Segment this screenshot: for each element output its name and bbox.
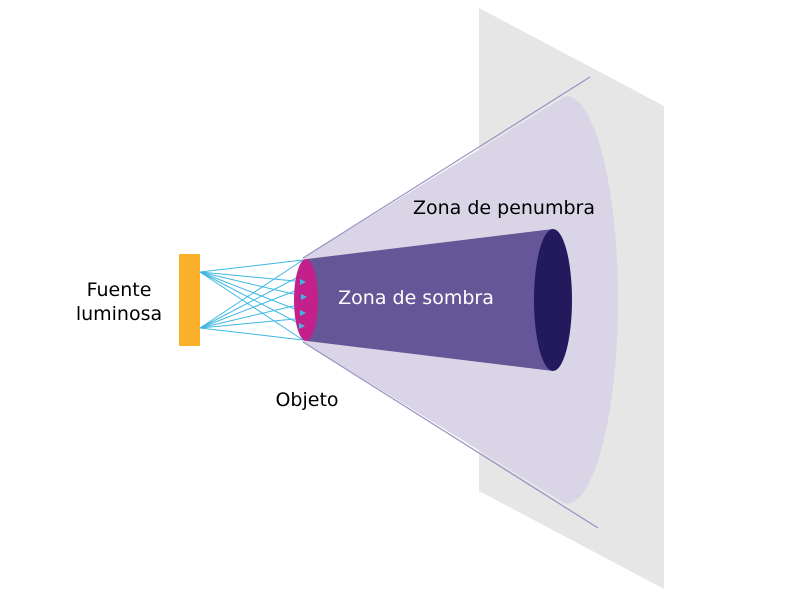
light-ray [199, 273, 305, 329]
light-ray [199, 271, 305, 327]
penumbra-label: Zona de penumbra [413, 197, 595, 219]
penumbra-boundary-top [302, 76, 591, 259]
light-ray [199, 271, 306, 314]
light-ray [199, 271, 307, 298]
light-ray [199, 317, 306, 329]
object-disc [294, 259, 318, 341]
light-rays [199, 259, 307, 341]
light-ray [199, 327, 304, 341]
arrowhead [301, 294, 307, 300]
light-source-label-line2: luminosa [76, 303, 162, 325]
light-ray [199, 259, 304, 273]
arrowhead [300, 310, 306, 316]
light-ray [199, 286, 306, 329]
shadow-label: Zona de sombra [338, 287, 494, 309]
shadow-end-face [534, 229, 572, 371]
ray-arrowheads [299, 279, 307, 329]
light-ray [199, 302, 307, 329]
light-source-label-line1: Fuente [87, 279, 152, 301]
light-ray [199, 259, 304, 329]
light-ray [199, 271, 306, 283]
shadow-zone [307, 229, 553, 371]
penumbra-boundary-bottom [302, 341, 599, 529]
light-source [179, 254, 200, 346]
light-ray [199, 271, 304, 341]
object-label: Objeto [275, 389, 338, 411]
arrowhead [299, 323, 305, 329]
arrowhead [300, 279, 306, 285]
